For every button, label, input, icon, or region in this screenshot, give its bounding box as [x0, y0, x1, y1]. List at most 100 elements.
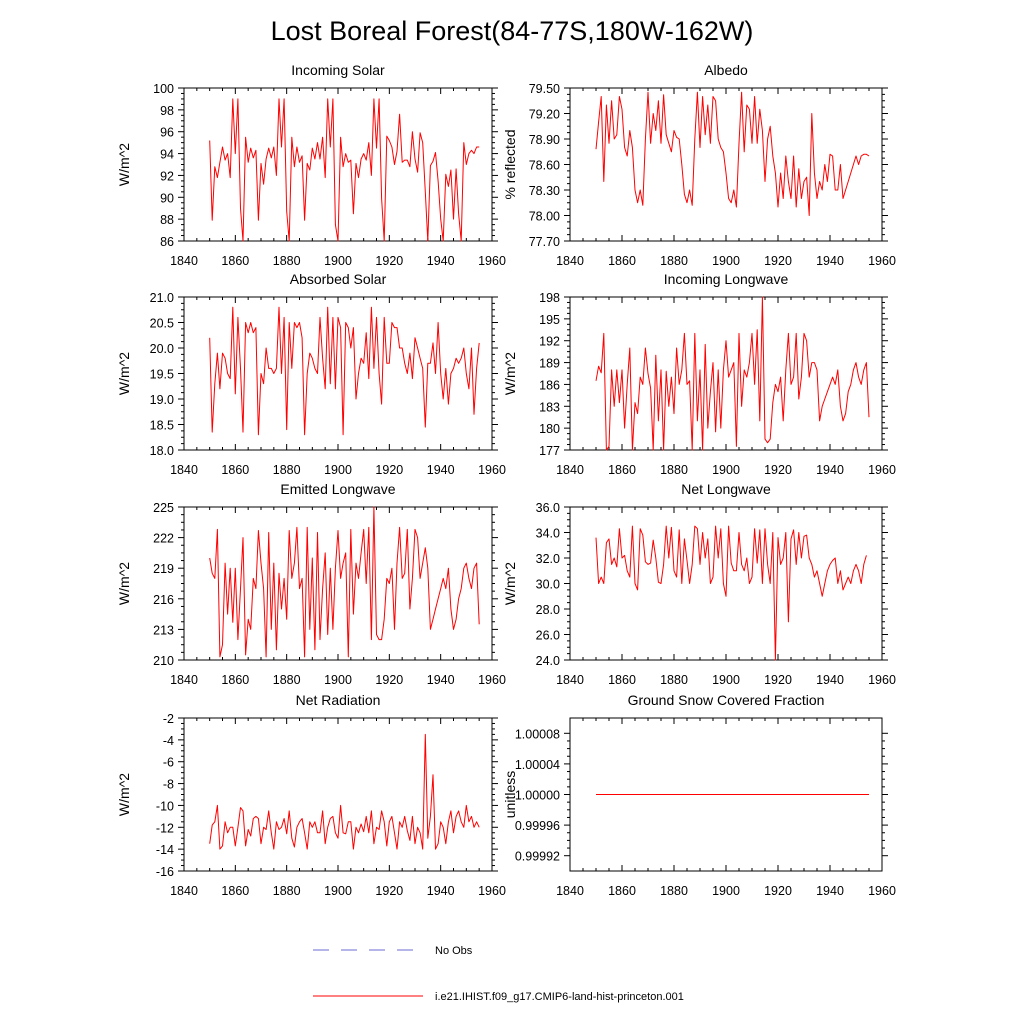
y-tick-label: -8 — [163, 778, 174, 792]
series-line — [595, 525, 867, 661]
panel-title: Ground Snow Covered Fraction — [628, 692, 825, 708]
y-tick-label: 24.0 — [536, 654, 560, 668]
y-tick-label: 30.0 — [536, 578, 560, 592]
x-tick-label: 1880 — [660, 884, 688, 898]
panel-albedo: Albedo % reflected 1840 1860 1880 1900 1920 194… — [502, 62, 896, 268]
y-tick-label: 88 — [160, 213, 174, 227]
legend: No Obs i.e21.IHIST.f09_g17.CMIP6-land-hi… — [313, 945, 684, 1003]
y-tick-label: 79.20 — [529, 108, 560, 122]
x-tick-label: 1960 — [478, 254, 506, 268]
y-axis-label: W/m^2 — [502, 562, 518, 605]
x-tick-label: 1900 — [324, 463, 352, 477]
panel-title: Incoming Longwave — [664, 271, 789, 287]
y-tick-label: 86 — [160, 235, 174, 249]
x-tick-label: 1840 — [556, 254, 584, 268]
x-tick-label: 1880 — [273, 254, 301, 268]
x-tick-label: 1940 — [816, 254, 844, 268]
x-tick-label: 1940 — [816, 673, 844, 687]
x-tick-label: 1960 — [868, 463, 896, 477]
y-tick-label: 78.30 — [529, 184, 560, 198]
panel-net-radiation: Net Radiation W/m^2 1840 1860 1880 1900 1920 19… — [116, 692, 506, 898]
y-tick-label: 36.0 — [536, 501, 560, 515]
y-tick-label: -10 — [156, 799, 174, 813]
y-axis-label: % reflected — [502, 129, 518, 199]
x-tick-label: 1920 — [764, 463, 792, 477]
y-tick-label: 78.60 — [529, 159, 560, 173]
y-tick-label: 198 — [539, 291, 560, 305]
panel-title: Incoming Solar — [291, 62, 385, 78]
x-tick-label: 1860 — [221, 254, 249, 268]
x-tick-label: 1940 — [816, 884, 844, 898]
y-tick-label: 19.0 — [150, 393, 174, 407]
x-tick-label: 1920 — [375, 463, 403, 477]
y-tick-label: 78.90 — [529, 133, 560, 147]
legend-model-label: i.e21.IHIST.f09_g17.CMIP6-land-hist-prin… — [435, 991, 684, 1003]
series-line — [209, 306, 480, 436]
figure-title: Lost Boreal Forest(84-77S,180W-162W) — [271, 16, 754, 46]
y-tick-label: 222 — [153, 532, 174, 546]
legend-obs-label: No Obs — [435, 945, 473, 957]
x-tick-label: 1900 — [712, 254, 740, 268]
y-tick-label: 18.0 — [150, 444, 174, 458]
x-tick-label: 1860 — [608, 884, 636, 898]
panel-absorbed-solar: Absorbed Solar W/m^2 1840 1860 1880 1900 1920 1… — [116, 271, 506, 477]
x-tick-label: 1900 — [324, 254, 352, 268]
y-tick-label: 90 — [160, 191, 174, 205]
y-tick-label: 98 — [160, 104, 174, 118]
y-tick-label: 26.0 — [536, 629, 560, 643]
x-tick-label: 1860 — [608, 254, 636, 268]
y-tick-label: 1.00004 — [515, 758, 560, 772]
y-tick-label: 180 — [539, 422, 560, 436]
series-line — [595, 296, 870, 451]
panel-title: Albedo — [704, 62, 748, 78]
y-axis-label: W/m^2 — [502, 352, 518, 395]
y-tick-label: -14 — [156, 843, 174, 857]
y-axis-label: W/m^2 — [116, 562, 132, 605]
y-tick-label: 213 — [153, 623, 174, 637]
x-tick-label: 1960 — [478, 673, 506, 687]
panel-ground-snow-covered-fraction: Ground Snow Covered Fraction unitless 1840… — [502, 692, 896, 898]
x-tick-label: 1920 — [764, 673, 792, 687]
y-tick-label: 177 — [539, 444, 560, 458]
y-tick-label: 210 — [153, 654, 174, 668]
x-tick-label: 1880 — [273, 673, 301, 687]
x-tick-label: 1840 — [556, 463, 584, 477]
panel-title: Emitted Longwave — [280, 481, 395, 497]
x-tick-label: 1920 — [375, 884, 403, 898]
y-axis-label: unitless — [502, 771, 518, 818]
panel-title: Net Radiation — [296, 692, 381, 708]
y-tick-label: 96 — [160, 126, 174, 140]
y-tick-label: 20.0 — [150, 342, 174, 356]
series-line — [595, 91, 870, 216]
x-tick-label: 1960 — [478, 884, 506, 898]
x-tick-label: 1920 — [375, 254, 403, 268]
x-tick-label: 1860 — [608, 673, 636, 687]
y-tick-label: 19.5 — [150, 368, 174, 382]
x-tick-label: 1860 — [221, 463, 249, 477]
y-tick-label: -12 — [156, 821, 174, 835]
x-tick-label: 1960 — [868, 884, 896, 898]
x-tick-label: 1860 — [608, 463, 636, 477]
x-tick-label: 1840 — [170, 673, 198, 687]
x-tick-label: 1840 — [170, 254, 198, 268]
plot-frame — [183, 506, 493, 661]
panel-net-longwave: Net Longwave W/m^2 1840 1860 1880 1900 1920 194… — [502, 481, 896, 687]
y-tick-label: 1.00000 — [515, 789, 560, 803]
x-tick-label: 1900 — [712, 463, 740, 477]
y-tick-label: -2 — [163, 712, 174, 726]
y-tick-label: -4 — [163, 734, 174, 748]
y-tick-label: 216 — [153, 593, 174, 607]
y-tick-label: 79.50 — [529, 82, 560, 96]
y-axis-label: W/m^2 — [116, 143, 132, 186]
series-line — [209, 506, 480, 658]
x-tick-label: 1900 — [324, 673, 352, 687]
x-tick-label: 1940 — [427, 884, 455, 898]
series-line — [209, 733, 480, 850]
x-tick-label: 1920 — [375, 673, 403, 687]
x-tick-label: 1940 — [427, 673, 455, 687]
y-tick-label: 94 — [160, 148, 174, 162]
y-tick-label: 20.5 — [150, 317, 174, 331]
y-tick-label: 0.99992 — [515, 850, 560, 864]
x-tick-label: 1920 — [764, 884, 792, 898]
